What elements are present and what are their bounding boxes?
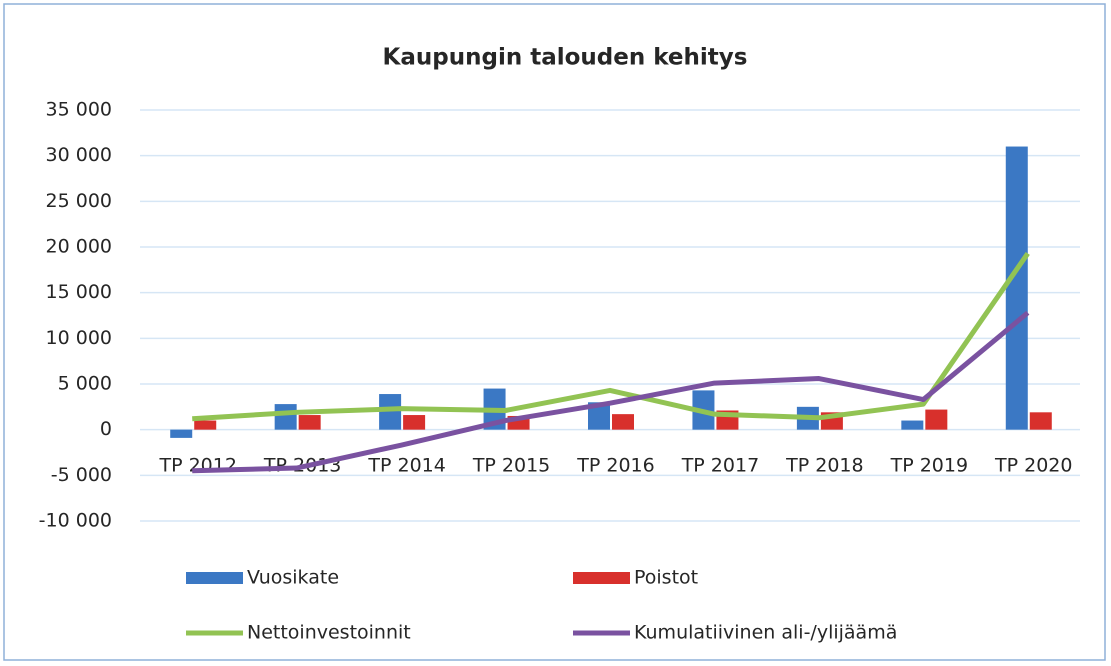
legend-swatch — [573, 572, 630, 584]
bar — [298, 415, 321, 430]
y-tick-label: 35 000 — [46, 99, 112, 121]
legend-label: Vuosikate — [247, 567, 339, 589]
y-tick-label: 15 000 — [46, 281, 112, 303]
y-tick-label: -10 000 — [39, 510, 112, 532]
bar — [194, 420, 217, 430]
bar — [612, 414, 634, 430]
legend-swatch — [186, 572, 243, 584]
bar — [588, 402, 610, 430]
x-tick-label: TP 2019 — [890, 455, 968, 477]
legend-label: Poistot — [634, 567, 698, 589]
bar — [170, 429, 193, 438]
y-tick-label: 20 000 — [46, 236, 112, 258]
y-tick-label: 10 000 — [46, 327, 112, 349]
y-tick-label: 25 000 — [46, 190, 112, 212]
x-tick-label: TP 2016 — [576, 455, 654, 477]
x-tick-label: TP 2012 — [158, 455, 236, 477]
line-series — [192, 310, 1030, 474]
y-tick-label: 30 000 — [46, 144, 112, 166]
x-tick-label: TP 2014 — [367, 455, 445, 477]
chart-title: Kaupungin talouden kehitys — [383, 45, 748, 71]
y-tick-label: 5 000 — [58, 373, 112, 395]
x-tick-label: TP 2017 — [681, 455, 759, 477]
line-series — [192, 251, 1030, 422]
y-tick-label: 0 — [100, 418, 112, 440]
legend-label: Nettoinvestoinnit — [247, 622, 411, 644]
legend-label: Kumulatiivinen ali-/ylijäämä — [634, 622, 897, 644]
bar — [1029, 412, 1052, 430]
y-tick-label: -5 000 — [51, 464, 112, 486]
x-tick-label: TP 2018 — [785, 455, 863, 477]
bar — [379, 394, 402, 430]
chart-border — [3, 3, 1106, 661]
bar — [403, 415, 426, 430]
x-tick-label: TP 2015 — [472, 455, 550, 477]
bar — [274, 404, 297, 430]
bar — [1005, 146, 1028, 430]
bar — [925, 409, 948, 430]
bar — [901, 420, 924, 430]
x-tick-label: TP 2020 — [994, 455, 1072, 477]
